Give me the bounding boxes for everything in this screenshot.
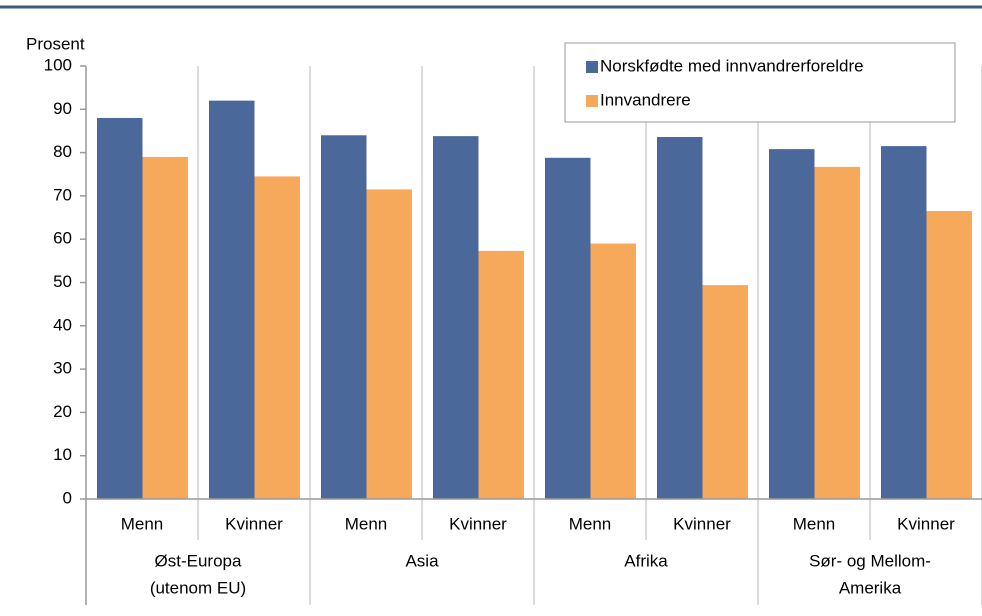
- bar: [590, 243, 636, 499]
- group-label: Asia: [405, 551, 439, 570]
- bar: [366, 189, 412, 499]
- bar: [657, 137, 703, 499]
- y-tick-label: 90: [53, 99, 72, 118]
- group-label: Afrika: [624, 551, 668, 570]
- group-label: (utenom EU): [150, 578, 246, 597]
- y-tick-label: 100: [44, 55, 72, 74]
- bar: [142, 156, 188, 499]
- y-tick-label: 10: [53, 445, 72, 464]
- y-tick-label: 20: [53, 402, 72, 421]
- legend-label: Innvandrere: [600, 90, 691, 109]
- group-label: Øst-Europa: [155, 551, 242, 570]
- legend-label: Norskfødte med innvandrerforeldre: [600, 56, 864, 75]
- y-tick-label: 40: [53, 315, 72, 334]
- y-tick-label: 0: [63, 488, 72, 507]
- x-tick-label: Menn: [345, 514, 388, 533]
- x-tick-label: Menn: [121, 514, 164, 533]
- bar: [926, 211, 972, 499]
- x-tick-label: Kvinner: [449, 514, 507, 533]
- bar: [433, 136, 479, 499]
- bar: [814, 166, 860, 499]
- y-tick-label: 60: [53, 229, 72, 248]
- bar: [881, 146, 927, 500]
- bar: [209, 100, 255, 499]
- x-tick-label: Kvinner: [225, 514, 283, 533]
- bar: [321, 135, 367, 499]
- bar: [545, 157, 591, 499]
- x-tick-label: Kvinner: [897, 514, 955, 533]
- bar: [769, 149, 815, 500]
- legend-box: [564, 42, 956, 123]
- bar: [254, 176, 300, 500]
- bar: [97, 117, 143, 500]
- group-label: Amerika: [839, 578, 902, 597]
- x-tick-label: Kvinner: [673, 514, 731, 533]
- y-tick-label: 70: [53, 185, 72, 204]
- group-label: Sør- og Mellom-: [809, 551, 931, 570]
- legend-swatch: [586, 61, 598, 73]
- y-tick-label: 80: [53, 142, 72, 161]
- bar: [478, 250, 524, 499]
- x-tick-label: Menn: [569, 514, 612, 533]
- legend-swatch: [586, 95, 598, 107]
- x-tick-label: Menn: [793, 514, 836, 533]
- y-tick-label: 30: [53, 359, 72, 378]
- y-axis-label: Prosent: [26, 34, 85, 53]
- y-tick-label: 50: [53, 272, 72, 291]
- bar: [702, 285, 748, 499]
